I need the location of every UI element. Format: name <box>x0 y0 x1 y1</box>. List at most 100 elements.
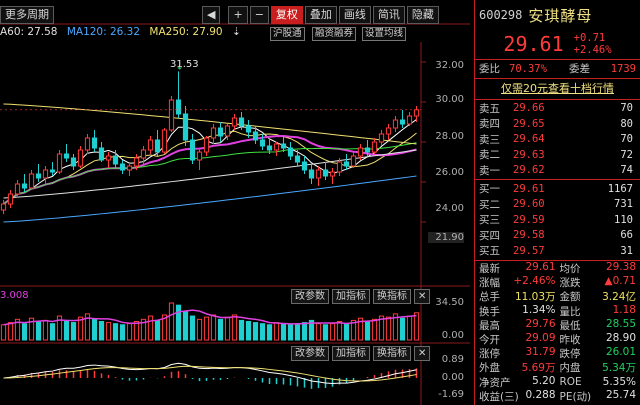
candle-body[interactable] <box>399 119 406 125</box>
candle-body[interactable] <box>28 173 35 189</box>
bid-row[interactable]: 买二 29.60 731 <box>475 197 640 213</box>
candle-body[interactable] <box>224 125 231 137</box>
vol-add-indicator-button[interactable]: 加指标 <box>332 289 370 304</box>
candle-body[interactable] <box>175 99 182 115</box>
bid-row[interactable]: 买一 29.61 1167 <box>475 181 640 197</box>
candle-body[interactable] <box>406 115 413 125</box>
candle-body[interactable] <box>168 99 175 131</box>
restore-rights-button[interactable]: 复权 <box>270 6 303 24</box>
candle-body[interactable] <box>238 117 245 127</box>
candle-body[interactable] <box>77 149 84 167</box>
ask-label: 卖五 <box>479 102 500 115</box>
candle-body[interactable] <box>98 147 105 161</box>
candle-body[interactable] <box>161 129 168 153</box>
kline-chart-area[interactable]: ↓ 更多周期 ◀ + − 复权 叠加 画线 简讯 隐藏 A60: 27.58 M… <box>0 0 470 405</box>
bid-row[interactable]: 买五 29.57 31 <box>475 243 640 259</box>
candle-body[interactable] <box>364 147 371 153</box>
bid-row[interactable]: 买三 29.59 110 <box>475 212 640 228</box>
macd-change-params-button[interactable]: 改参数 <box>291 346 329 361</box>
candle-body[interactable] <box>140 149 147 159</box>
candle-body[interactable] <box>21 183 28 189</box>
ma-settings-icon[interactable]: ⇣ <box>231 26 241 38</box>
candle-body[interactable] <box>329 171 336 177</box>
candle-body[interactable] <box>357 147 364 157</box>
volume-bar <box>280 323 287 341</box>
candle-body[interactable] <box>63 153 70 159</box>
candle-body[interactable] <box>119 163 126 171</box>
candle-body[interactable] <box>56 153 63 173</box>
candle-body[interactable] <box>196 151 203 161</box>
candle-body[interactable] <box>336 161 343 173</box>
hide-button[interactable]: 隐藏 <box>406 6 439 24</box>
ask-row[interactable]: 卖四 29.65 80 <box>475 116 640 132</box>
multi-period-button[interactable]: 更多周期 <box>0 6 54 24</box>
stat-label: 外盘 <box>479 362 500 375</box>
macd-swap-indicator-button[interactable]: 换指标 <box>373 346 411 361</box>
candle-body[interactable] <box>315 169 322 179</box>
level2-notice-link[interactable]: 仅需20元查看十档行情 <box>501 81 614 95</box>
candle-body[interactable] <box>287 147 294 157</box>
candle-body[interactable] <box>7 193 14 205</box>
bid-row[interactable]: 买四 29.58 66 <box>475 228 640 244</box>
candle-body[interactable] <box>112 155 119 165</box>
candle-body[interactable] <box>252 131 259 141</box>
ask-row[interactable]: 卖一 29.62 74 <box>475 163 640 179</box>
candle-body[interactable] <box>203 137 210 153</box>
candle-body[interactable] <box>259 139 266 147</box>
macd-close-icon[interactable]: ✕ <box>414 346 431 361</box>
candle-body[interactable] <box>392 119 399 129</box>
candle-body[interactable] <box>231 117 238 127</box>
candle-body[interactable] <box>273 143 280 151</box>
candle-body[interactable] <box>308 169 315 179</box>
zoom-in-button[interactable]: + <box>228 6 248 24</box>
candle-body[interactable] <box>14 183 21 195</box>
candle-body[interactable] <box>210 127 217 139</box>
vol-swap-indicator-button[interactable]: 换指标 <box>373 289 411 304</box>
back-icon[interactable]: ◀ <box>202 6 221 24</box>
bid-list: 买一 29.61 1167 买二 29.60 731 买三 29.59 110 买四 29.58 66… <box>475 181 640 259</box>
brief-button[interactable]: 简讯 <box>372 6 405 24</box>
candle-body[interactable] <box>0 203 7 211</box>
candle-body[interactable] <box>343 161 350 167</box>
candle-body[interactable] <box>70 157 77 167</box>
zoom-out-button[interactable]: − <box>249 6 269 24</box>
candle-body[interactable] <box>322 169 329 177</box>
ask-row[interactable]: 卖二 29.63 72 <box>475 147 640 163</box>
candle-body[interactable] <box>413 109 420 117</box>
candle-body[interactable] <box>294 155 301 163</box>
event-tag-margin[interactable]: 融资融券 <box>312 27 357 41</box>
candle-body[interactable] <box>217 127 224 137</box>
kline-svg[interactable]: ↓ <box>0 0 470 405</box>
candle-body[interactable] <box>378 133 385 143</box>
candle-body[interactable] <box>105 155 112 161</box>
volume-bar <box>49 323 56 341</box>
ask-row[interactable]: 卖三 29.64 70 <box>475 132 640 148</box>
vol-change-params-button[interactable]: 改参数 <box>291 289 329 304</box>
candle-body[interactable] <box>49 169 56 173</box>
volume-bar <box>371 318 378 341</box>
candle-body[interactable] <box>280 143 287 149</box>
candle-body[interactable] <box>245 125 252 133</box>
candle-body[interactable] <box>350 155 357 167</box>
macd-add-indicator-button[interactable]: 加指标 <box>332 346 370 361</box>
candle-body[interactable] <box>84 137 91 151</box>
candle-body[interactable] <box>301 161 308 171</box>
ask-row[interactable]: 卖五 29.66 70 <box>475 101 640 117</box>
candle-body[interactable] <box>371 141 378 153</box>
candle-body[interactable] <box>385 127 392 135</box>
candle-body[interactable] <box>147 139 154 151</box>
candle-body[interactable] <box>35 173 42 179</box>
candle-body[interactable] <box>266 145 273 151</box>
candle-body[interactable] <box>182 113 189 141</box>
event-tag-hsgt[interactable]: 沪股通 <box>270 27 305 41</box>
candle-body[interactable] <box>154 139 161 153</box>
draw-line-button[interactable]: 画线 <box>338 6 371 24</box>
vol-close-icon[interactable]: ✕ <box>414 289 431 304</box>
overlay-button[interactable]: 叠加 <box>304 6 337 24</box>
event-tag-ma-settings[interactable]: 设置均线 <box>362 27 407 41</box>
candle-body[interactable] <box>189 139 196 161</box>
candle-body[interactable] <box>42 169 49 179</box>
candle-body[interactable] <box>133 157 140 167</box>
candle-body[interactable] <box>91 137 98 149</box>
candle-body[interactable] <box>126 165 133 171</box>
